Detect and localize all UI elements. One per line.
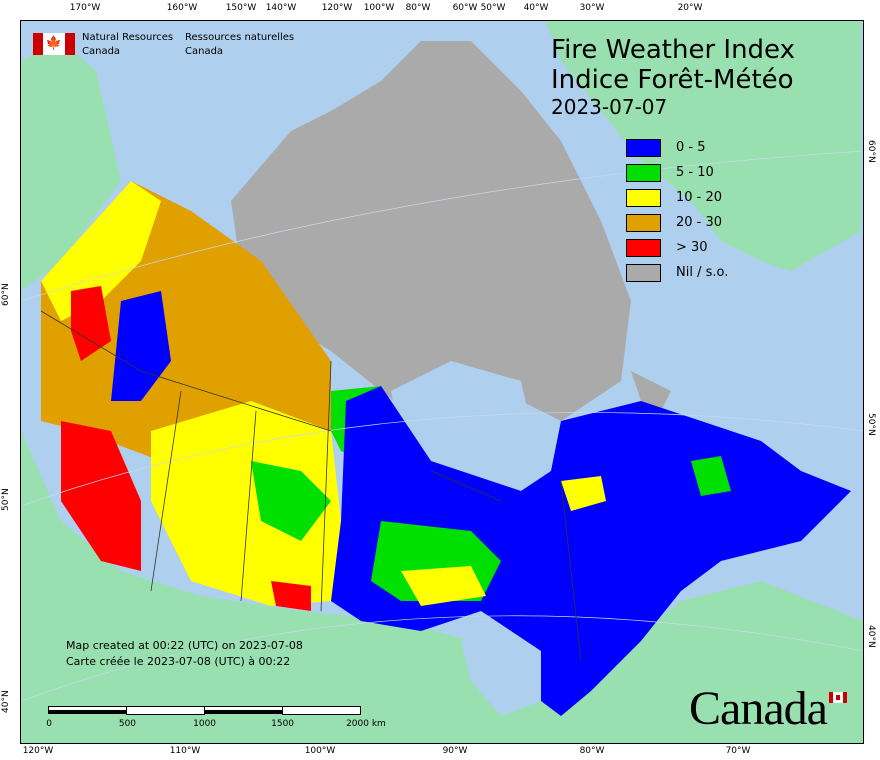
- map-frame: 🍁 Natural Resources Canada Ressources na…: [20, 20, 864, 744]
- created-fr: Carte créée le 2023-07-08 (UTC) à 00:22: [66, 655, 291, 668]
- scale-segment: [282, 706, 361, 715]
- lat-label: 50°N: [1, 488, 11, 511]
- legend-item: > 30: [626, 235, 728, 260]
- fwi-red-yukon: [71, 286, 111, 361]
- fwi-yellow-prairies: [151, 401, 341, 606]
- provincial-borders: [40, 310, 582, 662]
- scale-label: 1500: [271, 719, 295, 729]
- land-usa: [21, 431, 863, 743]
- fwi-yellow-quebec: [561, 476, 606, 511]
- agency-country-fr: Canada: [185, 46, 224, 57]
- lon-label: 90°W: [442, 746, 468, 756]
- agency-name-en: Natural Resources: [82, 32, 174, 43]
- lon-label: 30°W: [579, 3, 605, 13]
- fwi-yellow-ontario-south: [401, 566, 486, 606]
- title-en: Fire Weather Index: [551, 35, 795, 65]
- fwi-red-bc: [61, 421, 141, 571]
- legend: 0 - 5 5 - 10 10 - 20 20 - 30 > 30 Nil / …: [626, 135, 728, 285]
- lon-label: 70°W: [725, 746, 751, 756]
- scale-label: 1000: [193, 719, 217, 729]
- legend-swatch: [626, 213, 661, 232]
- lat-label: 40°N: [866, 625, 876, 648]
- scale-label: 2000 km: [346, 719, 386, 729]
- lon-label: 20°W: [677, 3, 703, 13]
- lat-label: 60°N: [866, 140, 876, 163]
- lon-label: 140°W: [265, 3, 297, 13]
- great-lakes: [461, 631, 561, 716]
- legend-item: Nil / s.o.: [626, 260, 728, 285]
- legend-label: 5 - 10: [676, 165, 714, 180]
- legend-label: 20 - 30: [676, 215, 723, 230]
- lon-label: 100°W: [363, 3, 395, 13]
- fwi-green-labrador: [691, 456, 731, 496]
- legend-swatch: [626, 138, 661, 157]
- legend-item: 20 - 30: [626, 210, 728, 235]
- lon-label: 120°W: [22, 746, 54, 756]
- lon-label: 60°W: [452, 3, 478, 13]
- lon-label: 80°W: [579, 746, 605, 756]
- scale-segment: [204, 706, 283, 714]
- wordmark-flag-icon: [829, 692, 847, 703]
- graticule: [21, 150, 863, 702]
- map-date: 2023-07-07: [551, 95, 668, 119]
- map-canvas: [21, 21, 863, 743]
- lon-label: 120°W: [321, 3, 353, 13]
- lon-label: 150°W: [225, 3, 257, 13]
- legend-label: 10 - 20: [676, 190, 723, 205]
- lon-label: 80°W: [405, 3, 431, 13]
- scale-segment: [126, 706, 205, 715]
- land-greenland: [546, 21, 861, 271]
- legend-swatch: [626, 163, 661, 182]
- canada-flag-icon: 🍁: [33, 33, 75, 55]
- lat-label: 50°N: [866, 413, 876, 436]
- lon-label: 170°W: [69, 3, 101, 13]
- scale-label: 500: [118, 719, 137, 729]
- legend-item: 10 - 20: [626, 185, 728, 210]
- fwi-green-prairies: [251, 461, 331, 541]
- lon-label: 160°W: [166, 3, 198, 13]
- land-alaska-west: [21, 41, 121, 291]
- legend-item: 5 - 10: [626, 160, 728, 185]
- scale-segment: [48, 706, 127, 714]
- legend-swatch: [626, 263, 661, 282]
- legend-label: 0 - 5: [676, 140, 706, 155]
- map-title: Fire Weather Index Indice Forêt-Météo: [551, 35, 795, 95]
- legend-swatch: [626, 188, 661, 207]
- fwi-red-south: [271, 581, 311, 611]
- fwi-blue-bc: [111, 291, 171, 401]
- lat-label: 60°N: [1, 283, 11, 306]
- arctic-nodata: [231, 41, 631, 421]
- legend-swatch: [626, 238, 661, 257]
- agency-country-en: Canada: [82, 46, 121, 57]
- lat-label: 40°N: [1, 690, 11, 713]
- created-en: Map created at 00:22 (UTC) on 2023-07-08: [66, 639, 303, 652]
- lon-label: 40°W: [523, 3, 549, 13]
- canada-wordmark: Canada: [689, 682, 828, 735]
- legend-label: > 30: [676, 240, 708, 255]
- agency-name-fr: Ressources naturelles: [185, 32, 295, 43]
- title-fr: Indice Forêt-Météo: [551, 65, 794, 95]
- lon-label: 100°W: [304, 746, 336, 756]
- legend-label: Nil / s.o.: [676, 265, 729, 280]
- scale-label: 0: [46, 719, 53, 729]
- creation-note: Map created at 00:22 (UTC) on 2023-07-08…: [66, 638, 303, 670]
- legend-item: 0 - 5: [626, 135, 728, 160]
- lon-label: 50°W: [480, 3, 506, 13]
- lon-label: 110°W: [169, 746, 201, 756]
